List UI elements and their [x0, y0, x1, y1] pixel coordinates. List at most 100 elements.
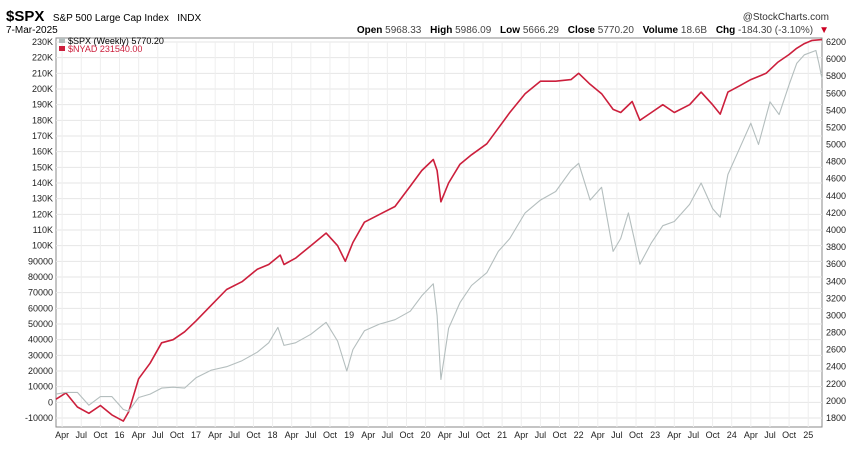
- x-tick-label: 17: [191, 430, 201, 440]
- exchange-label: INDX: [177, 13, 202, 24]
- left-tick-label: -10000: [25, 413, 53, 423]
- right-tick-label: 3800: [826, 242, 846, 252]
- right-tick-label: 5800: [826, 71, 846, 81]
- open-label: Open: [356, 25, 383, 36]
- left-tick-label: 10000: [28, 382, 53, 392]
- legend-spx: $SPX (Weekly) 5770.20: [68, 36, 164, 46]
- x-tick-label: 18: [268, 430, 278, 440]
- x-tick-label: Apr: [591, 430, 605, 440]
- close-label: Close: [567, 25, 595, 36]
- left-tick-label: 40000: [28, 335, 53, 345]
- right-axis-ticks: 1800 2000 2200 2400 2600 2800 3000 3200 3400 3600…: [826, 37, 846, 423]
- x-tick-label: 22: [574, 430, 584, 440]
- x-tick-label: Apr: [361, 430, 375, 440]
- left-tick-label: 130K: [32, 194, 53, 204]
- legend-nyad: $NYAD 231540.00: [68, 44, 142, 54]
- high-value: 5986.09: [455, 25, 492, 36]
- watermark: @StockCharts.com: [742, 12, 829, 23]
- left-tick-label: 100K: [32, 241, 53, 251]
- left-tick-label: 70000: [28, 288, 53, 298]
- left-tick-label: 210K: [32, 68, 53, 78]
- index-description: S&P 500 Large Cap Index: [52, 13, 169, 24]
- right-tick-label: 2600: [826, 345, 846, 355]
- nyad-line: [55, 38, 823, 422]
- x-tick-label: Apr: [744, 430, 758, 440]
- chg-label: Chg: [715, 25, 736, 36]
- legend-swatch-spx: [59, 38, 65, 43]
- x-tick-label: Oct: [782, 430, 797, 440]
- x-tick-label: 24: [727, 430, 737, 440]
- x-tick-label: Oct: [476, 430, 491, 440]
- x-tick-label: Apr: [667, 430, 681, 440]
- x-tick-label: Oct: [553, 430, 568, 440]
- x-tick-label: 25: [803, 430, 813, 440]
- left-tick-label: 120K: [32, 209, 53, 219]
- x-tick-label: Jul: [75, 430, 87, 440]
- x-tick-label: 16: [115, 430, 125, 440]
- left-tick-label: 60000: [28, 303, 53, 313]
- legend: $SPX (Weekly) 5770.20 $NYAD 231540.00: [59, 36, 164, 54]
- x-tick-label: Apr: [514, 430, 528, 440]
- left-tick-label: 230K: [32, 37, 53, 47]
- x-tick-label: Jul: [458, 430, 470, 440]
- right-tick-label: 4000: [826, 225, 846, 235]
- left-tick-label: 160K: [32, 147, 53, 157]
- right-tick-label: 4200: [826, 208, 846, 218]
- left-tick-label: 180K: [32, 115, 53, 125]
- x-tick-label: Jul: [611, 430, 623, 440]
- x-tick-label: Oct: [706, 430, 721, 440]
- right-tick-label: 3000: [826, 310, 846, 320]
- x-tick-label: Jul: [764, 430, 776, 440]
- left-tick-label: 200K: [32, 84, 53, 94]
- x-tick-label: 19: [344, 430, 354, 440]
- x-tick-label: Jul: [688, 430, 700, 440]
- x-tick-label: 23: [650, 430, 660, 440]
- high-label: High: [430, 25, 453, 36]
- right-tick-label: 5600: [826, 88, 846, 98]
- x-tick-label: Jul: [229, 430, 241, 440]
- right-tick-label: 2800: [826, 328, 846, 338]
- x-axis-ticks: Apr Jul Oct 16 Apr Jul Oct 17 Apr Jul Oct 18 Apr Jul O…: [55, 430, 813, 440]
- low-value: 5666.29: [522, 25, 559, 36]
- ohlc-readout: Open 5968.33 High 5986.09 Low 5666.29 Cl…: [357, 25, 829, 36]
- right-tick-label: 5000: [826, 140, 846, 150]
- left-axis-ticks: -10000 0 10000 20000 30000 40000 50000 60000 700…: [25, 37, 53, 423]
- x-tick-label: Jul: [535, 430, 547, 440]
- right-tick-label: 4800: [826, 157, 846, 167]
- right-tick-label: 3600: [826, 259, 846, 269]
- volume-label: Volume: [642, 25, 679, 36]
- x-tick-label: Oct: [399, 430, 414, 440]
- right-tick-label: 1800: [826, 413, 846, 423]
- chart-header: $SPX S&P 500 Large Cap Index INDX: [6, 8, 201, 26]
- symbol-label: $SPX: [6, 8, 45, 25]
- x-tick-label: Oct: [93, 430, 108, 440]
- x-tick-label: Oct: [246, 430, 261, 440]
- right-tick-label: 3400: [826, 276, 846, 286]
- left-tick-label: 30000: [28, 350, 53, 360]
- x-tick-label: Jul: [152, 430, 164, 440]
- spx-line: [55, 49, 823, 412]
- right-tick-label: 2200: [826, 379, 846, 389]
- open-value: 5968.33: [385, 25, 422, 36]
- x-tick-label: Oct: [170, 430, 185, 440]
- x-tick-label: Apr: [208, 430, 222, 440]
- right-tick-label: 4400: [826, 191, 846, 201]
- left-tick-label: 140K: [32, 178, 53, 188]
- right-tick-label: 2000: [826, 396, 846, 406]
- x-tick-label: Jul: [382, 430, 394, 440]
- close-value: 5770.20: [597, 25, 634, 36]
- x-tick-label: 20: [421, 430, 431, 440]
- chg-value: -184.30 (-3.10%): [738, 25, 814, 36]
- left-tick-label: 190K: [32, 100, 53, 110]
- left-tick-label: 170K: [32, 131, 53, 141]
- right-tick-label: 3200: [826, 293, 846, 303]
- x-tick-label: Apr: [132, 430, 146, 440]
- left-tick-label: 20000: [28, 366, 53, 376]
- right-tick-label: 5400: [826, 105, 846, 115]
- left-tick-label: 80000: [28, 272, 53, 282]
- x-tick-label: Apr: [55, 430, 69, 440]
- right-tick-label: 2400: [826, 362, 846, 372]
- right-tick-label: 4600: [826, 174, 846, 184]
- plot-area: [55, 37, 823, 428]
